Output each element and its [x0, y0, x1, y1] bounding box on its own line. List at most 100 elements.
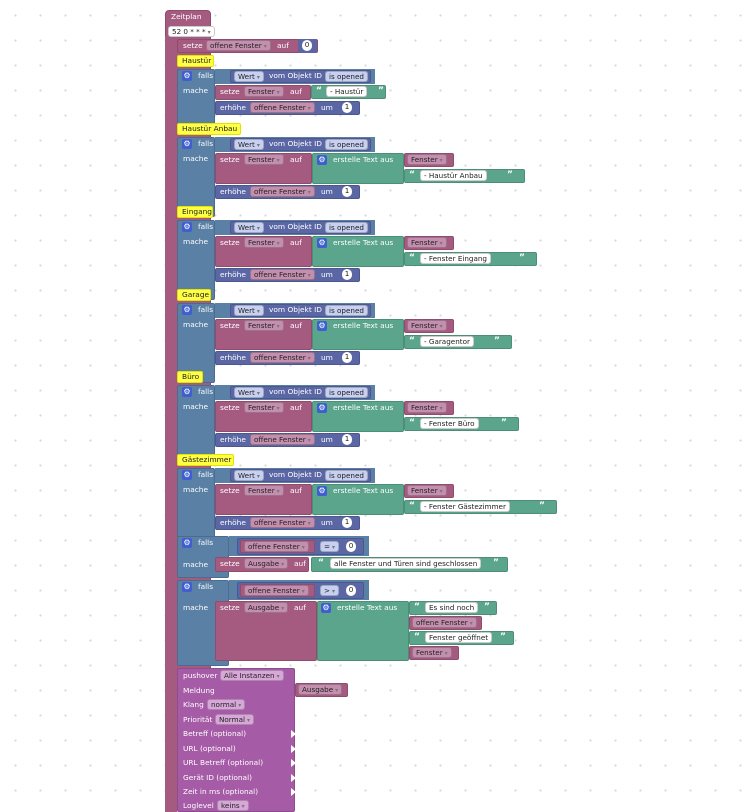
mutator-gear-icon[interactable]: ⚙ — [182, 387, 192, 397]
mutator-gear-icon[interactable]: ⚙ — [182, 139, 192, 149]
if-block[interactable] — [177, 468, 215, 548]
set-output-gt-var[interactable]: Ausgabe ▾ — [244, 602, 289, 613]
compare-zero-operator[interactable]: = ▾ — [320, 541, 340, 552]
join-gt-block[interactable] — [317, 601, 409, 661]
compare-gt-number[interactable]: 0 — [346, 585, 356, 596]
increment-value[interactable]: 1 — [342, 434, 352, 445]
join-gt-text1[interactable]: Es sind noch — [425, 602, 479, 613]
compare-zero-number[interactable]: 0 — [346, 541, 356, 552]
do-label: mache — [183, 86, 209, 95]
if-block[interactable] — [177, 385, 215, 465]
set-window-var[interactable]: Fenster ▾ — [244, 320, 284, 331]
join-var-field[interactable]: Fenster ▾ — [407, 485, 447, 496]
group-comment[interactable] — [177, 123, 241, 135]
join-var-field[interactable]: Fenster ▾ — [407, 402, 447, 413]
join-text-value[interactable]: - Garagentor — [420, 336, 474, 347]
increment-var[interactable]: offene Fenster ▾ — [250, 269, 315, 280]
set-window-var[interactable]: Fenster ▾ — [244, 237, 284, 248]
group-comment[interactable] — [177, 206, 213, 218]
if-block[interactable] — [177, 220, 215, 300]
join-text-value[interactable]: - Fenster Büro — [420, 418, 479, 429]
increment-var[interactable]: offene Fenster ▾ — [250, 434, 315, 445]
init-number[interactable]: 0 — [302, 40, 312, 51]
quote-close-icon: ” — [501, 418, 507, 428]
if-label: falls — [198, 470, 214, 479]
mutator-gear-icon[interactable]: ⚙ — [317, 321, 327, 331]
compare-zero-var[interactable]: offene Fenster ▾ — [244, 541, 309, 552]
quote-open-icon: “ — [414, 632, 420, 642]
increment-var[interactable]: offene Fenster ▾ — [250, 186, 315, 197]
mutator-gear-icon[interactable]: ⚙ — [317, 238, 327, 248]
pushover-instance[interactable]: Alle Instanzen ▾ — [220, 670, 284, 681]
set-window-var[interactable]: Fenster ▾ — [244, 86, 284, 97]
mutator-gear-icon[interactable]: ⚙ — [182, 305, 192, 315]
join-gt-var2[interactable]: Fenster ▾ — [412, 647, 452, 658]
text-zero-value[interactable]: alle Fenster und Türen sind geschlossen — [330, 558, 482, 569]
create-text-block[interactable] — [312, 484, 404, 515]
object-value-field[interactable]: Wert ▾ — [234, 387, 264, 398]
group-comment[interactable] — [177, 371, 203, 383]
quote-close-icon: ” — [484, 602, 490, 612]
mutator-gear-icon[interactable]: ⚙ — [182, 538, 192, 548]
text-value[interactable]: - Haustür — [326, 86, 368, 97]
compare-gt-var[interactable]: offene Fenster ▾ — [244, 585, 309, 596]
object-id-field[interactable]: is opened — [325, 71, 368, 82]
join-text-value[interactable]: - Fenster Eingang — [420, 253, 491, 264]
increment-value[interactable]: 1 — [342, 186, 352, 197]
increment-value[interactable]: 1 — [342, 269, 352, 280]
set-window-var[interactable]: Fenster ▾ — [244, 154, 284, 165]
join-var-field[interactable]: Fenster ▾ — [407, 154, 447, 165]
cron-field[interactable]: 52 0 * * * ▾ — [168, 26, 215, 37]
pushover-block[interactable] — [177, 668, 295, 812]
object-id-field[interactable]: is opened — [325, 222, 368, 233]
object-value-field[interactable]: Wert ▾ — [234, 71, 264, 82]
mutator-gear-icon[interactable]: ⚙ — [317, 155, 327, 165]
join-text-value[interactable]: - Haustür Anbau — [420, 170, 487, 181]
object-value-field[interactable]: Wert ▾ — [234, 470, 264, 481]
object-value-field[interactable]: Wert ▾ — [234, 222, 264, 233]
mutator-gear-icon[interactable]: ⚙ — [182, 470, 192, 480]
join-var-field[interactable]: Fenster ▾ — [407, 237, 447, 248]
increment-var[interactable]: offene Fenster ▾ — [250, 102, 315, 113]
group-comment[interactable] — [177, 454, 234, 466]
increment-value[interactable]: 1 — [342, 352, 352, 363]
increment-value[interactable]: 1 — [342, 517, 352, 528]
compare-gt-operator[interactable]: > ▾ — [320, 585, 340, 596]
set-window-var[interactable]: Fenster ▾ — [244, 402, 284, 413]
mutator-gear-icon[interactable]: ⚙ — [182, 582, 192, 592]
if-block[interactable] — [177, 137, 215, 217]
quote-close-icon: ” — [494, 336, 500, 346]
create-text-block[interactable] — [312, 236, 404, 267]
mutator-gear-icon[interactable]: ⚙ — [317, 486, 327, 496]
create-text-block[interactable] — [312, 319, 404, 350]
pushover-loglevel[interactable]: keins ▾ — [217, 800, 249, 811]
increment-var[interactable]: offene Fenster ▾ — [250, 517, 315, 528]
join-text-value[interactable]: - Fenster Gästezimmer — [420, 501, 510, 512]
object-value-field[interactable]: Wert ▾ — [234, 305, 264, 316]
set-output-zero-var[interactable]: Ausgabe ▾ — [244, 558, 289, 569]
join-var-field[interactable]: Fenster ▾ — [407, 320, 447, 331]
group-comment[interactable] — [177, 55, 214, 67]
increment-value[interactable]: 1 — [342, 102, 352, 113]
object-id-field[interactable]: is opened — [325, 305, 368, 316]
group-comment[interactable] — [177, 289, 211, 301]
mutator-gear-icon[interactable]: ⚙ — [317, 403, 327, 413]
set-window-var[interactable]: Fenster ▾ — [244, 485, 284, 496]
object-id-field[interactable]: is opened — [325, 139, 368, 150]
object-id-field[interactable]: is opened — [325, 470, 368, 481]
mutator-gear-icon[interactable]: ⚙ — [321, 603, 331, 613]
init-variable[interactable]: offene Fenster ▾ — [206, 40, 271, 51]
pushover-message-var[interactable]: Ausgabe ▾ — [298, 684, 343, 695]
mutator-gear-icon[interactable]: ⚙ — [182, 222, 192, 232]
set-output-gt-to: auf — [294, 603, 306, 612]
object-value-field[interactable]: Wert ▾ — [234, 139, 264, 150]
pushover-priority[interactable]: Normal ▾ — [215, 714, 255, 725]
pushover-sound[interactable]: normal ▾ — [207, 699, 246, 710]
increment-var[interactable]: offene Fenster ▾ — [250, 352, 315, 363]
create-text-block[interactable] — [312, 153, 404, 184]
mutator-gear-icon[interactable]: ⚙ — [182, 71, 192, 81]
object-id-field[interactable]: is opened — [325, 387, 368, 398]
create-text-block[interactable] — [312, 401, 404, 432]
join-gt-text2[interactable]: Fenster geöffnet — [425, 632, 493, 643]
join-gt-var[interactable]: offene Fenster ▾ — [412, 617, 477, 628]
